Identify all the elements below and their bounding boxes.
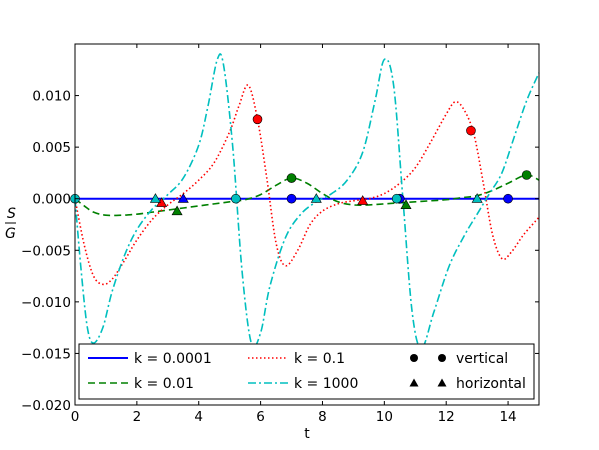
series-layer <box>74 53 540 350</box>
vertical-marker <box>286 193 297 204</box>
horizontal-marker <box>177 193 189 203</box>
horizontal-marker <box>471 193 483 203</box>
y-axis-label-denominator: G <box>5 226 16 242</box>
legend-label: k = 0.01 <box>134 376 194 392</box>
legend-entry: k = 0.0001 <box>88 351 212 367</box>
horizontal-marker <box>357 195 369 205</box>
x-tick-label: 4 <box>194 409 203 425</box>
legend-label: k = 0.1 <box>294 351 345 367</box>
y-axis-label: S G <box>5 206 16 242</box>
y-tick-label: −0.020 <box>21 398 71 414</box>
legend-triangle-swatch <box>409 378 419 387</box>
legend-label: k = 1000 <box>294 376 358 392</box>
vertical-marker <box>391 193 402 204</box>
legend-label: vertical <box>456 351 508 367</box>
horizontal-marker <box>400 199 412 209</box>
x-tick-label: 6 <box>256 409 265 425</box>
marker-layer <box>70 114 532 216</box>
vertical-marker <box>231 193 241 204</box>
x-tick-label: 14 <box>499 409 516 425</box>
y-tick-label: −0.010 <box>21 295 71 311</box>
y-tick-label: 0.000 <box>32 192 71 208</box>
y-tick-label: −0.015 <box>21 346 71 362</box>
vertical-marker <box>466 125 476 136</box>
vertical-marker <box>521 170 532 180</box>
plot-frame <box>74 43 540 406</box>
series-line-4 <box>74 53 540 350</box>
x-tick-label: 8 <box>318 409 327 425</box>
tick-layer: 0 2 4 6 8 10 12 14 −0.020 −0.015 −0.010 −0.005 0.000… <box>21 44 539 425</box>
x-tick-label: 10 <box>376 409 393 425</box>
legend-entry: k = 1000 <box>248 376 358 392</box>
legend-frame <box>78 343 535 400</box>
x-tick-label: 12 <box>438 409 455 425</box>
legend-label: horizontal <box>456 376 526 392</box>
x-tick-label: 2 <box>133 409 142 425</box>
vertical-marker <box>286 173 297 183</box>
y-axis-label-numerator: S <box>7 206 16 222</box>
series-line-3 <box>74 84 540 286</box>
legend: k = 0.0001 k = 0.01 k = 0.1 k = 1000 vertica… <box>78 343 535 400</box>
legend-circle-swatch <box>438 354 446 362</box>
legend-entry: horizontal <box>409 376 526 392</box>
horizontal-marker <box>310 193 322 203</box>
y-tick-label: 0.005 <box>32 140 71 156</box>
y-tick-label: 0.010 <box>32 89 71 105</box>
legend-label: k = 0.0001 <box>134 351 212 367</box>
legend-entry: vertical <box>410 351 508 367</box>
legend-circle-swatch <box>410 354 418 362</box>
legend-entry: k = 0.1 <box>248 351 345 367</box>
x-tick-label: 0 <box>71 409 80 425</box>
legend-entry: k = 0.01 <box>88 376 194 392</box>
horizontal-marker <box>171 205 183 216</box>
series-line-2 <box>74 174 540 217</box>
legend-triangle-swatch <box>437 378 447 387</box>
vertical-marker <box>252 114 263 125</box>
y-tick-label: −0.005 <box>21 243 71 259</box>
x-axis-label: t <box>304 426 310 442</box>
vertical-marker <box>503 193 513 204</box>
horizontal-marker <box>149 193 161 203</box>
